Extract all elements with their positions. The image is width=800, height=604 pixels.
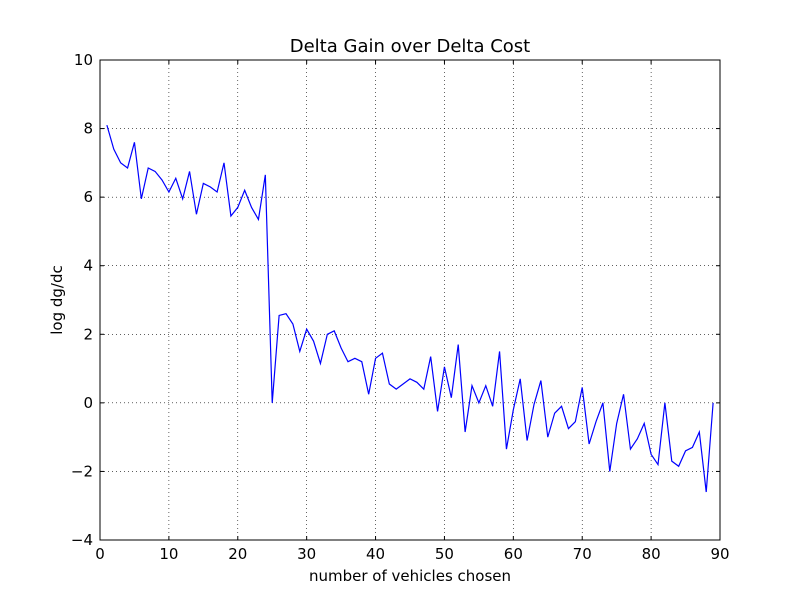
x-tick-label: 50 bbox=[435, 545, 454, 563]
x-tick-label: 60 bbox=[504, 545, 523, 563]
x-tick-label: 30 bbox=[297, 545, 316, 563]
y-tick-label: 8 bbox=[83, 120, 93, 138]
y-tick-label: 10 bbox=[74, 51, 93, 69]
x-tick-label: 10 bbox=[159, 545, 178, 563]
y-tick-label: 0 bbox=[83, 394, 93, 412]
x-tick-label: 80 bbox=[642, 545, 661, 563]
y-tick-label: 2 bbox=[83, 325, 93, 343]
y-tick-label: −2 bbox=[71, 462, 93, 480]
x-tick-label: 40 bbox=[366, 545, 385, 563]
x-tick-label: 0 bbox=[95, 545, 105, 563]
chart-title: Delta Gain over Delta Cost bbox=[290, 36, 530, 57]
x-tick-label: 70 bbox=[573, 545, 592, 563]
y-axis-label: log dg/dc bbox=[48, 265, 66, 335]
x-tick-label: 90 bbox=[710, 545, 729, 563]
y-tick-label: −4 bbox=[71, 531, 93, 549]
y-tick-label: 6 bbox=[83, 188, 93, 206]
plot-area bbox=[100, 60, 720, 540]
x-axis-label: number of vehicles chosen bbox=[309, 567, 511, 585]
y-tick-label: 4 bbox=[83, 257, 93, 275]
x-tick-label: 20 bbox=[228, 545, 247, 563]
